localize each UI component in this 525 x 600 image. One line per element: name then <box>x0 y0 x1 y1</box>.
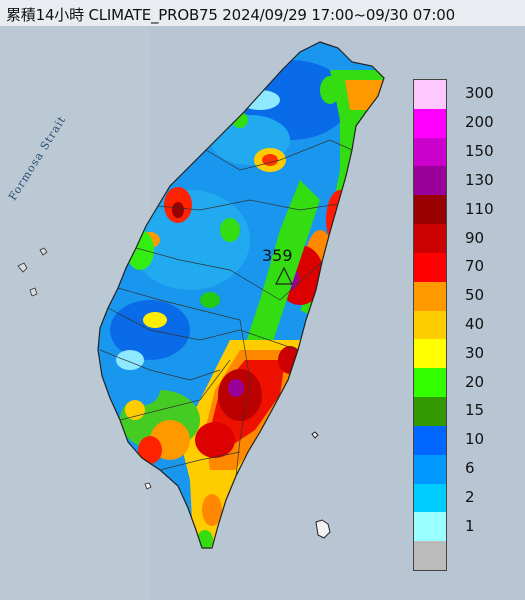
legend-bar <box>413 79 447 571</box>
legend-label: 6 <box>465 459 475 478</box>
legend-swatch <box>414 252 446 283</box>
legend-swatch <box>414 397 446 427</box>
legend-label: 1 <box>465 516 475 535</box>
legend-swatch <box>414 425 446 456</box>
legend-swatch <box>414 512 446 542</box>
map-title: 累積14小時 CLIMATE_PROB75 2024/09/29 17:00~0… <box>6 6 455 24</box>
green-island <box>311 431 319 439</box>
legend-swatch <box>414 281 446 312</box>
legend-swatch <box>414 195 446 225</box>
legend-label: 70 <box>465 257 485 276</box>
legend-swatch <box>414 80 446 110</box>
legend-swatch <box>414 108 446 139</box>
legend-swatch <box>414 137 446 167</box>
legend-label: 10 <box>465 430 485 449</box>
legend-swatch <box>414 224 446 254</box>
legend-swatch <box>414 541 446 571</box>
max-value-label: 359 <box>262 246 293 265</box>
legend-label: 110 <box>465 199 494 218</box>
legend-swatch <box>414 310 446 340</box>
legend-swatch <box>414 166 446 196</box>
legend-label: 2 <box>465 487 475 506</box>
penghu-islands <box>17 247 48 297</box>
orchid-island <box>315 519 331 539</box>
legend-label: 90 <box>465 228 485 247</box>
legend-swatch <box>414 454 446 485</box>
legend-label: 130 <box>465 170 494 189</box>
peak-marker-icon <box>275 266 293 285</box>
legend-swatch <box>414 483 446 513</box>
legend-label: 40 <box>465 315 485 333</box>
legend-label: 300 <box>465 84 494 103</box>
legend-label: 30 <box>465 343 485 362</box>
legend-swatch <box>414 368 446 398</box>
legend-label: 15 <box>465 401 485 420</box>
legend-label: 150 <box>465 142 494 161</box>
liuqiu-island <box>144 482 152 490</box>
legend-label: 20 <box>465 372 485 391</box>
title-bar: 累積14小時 CLIMATE_PROB75 2024/09/29 17:00~0… <box>0 0 525 27</box>
legend-swatch <box>414 339 446 369</box>
island-outline <box>97 41 385 549</box>
legend-label: 200 <box>465 113 494 132</box>
county-borders <box>99 139 353 477</box>
legend-label: 50 <box>465 286 485 305</box>
